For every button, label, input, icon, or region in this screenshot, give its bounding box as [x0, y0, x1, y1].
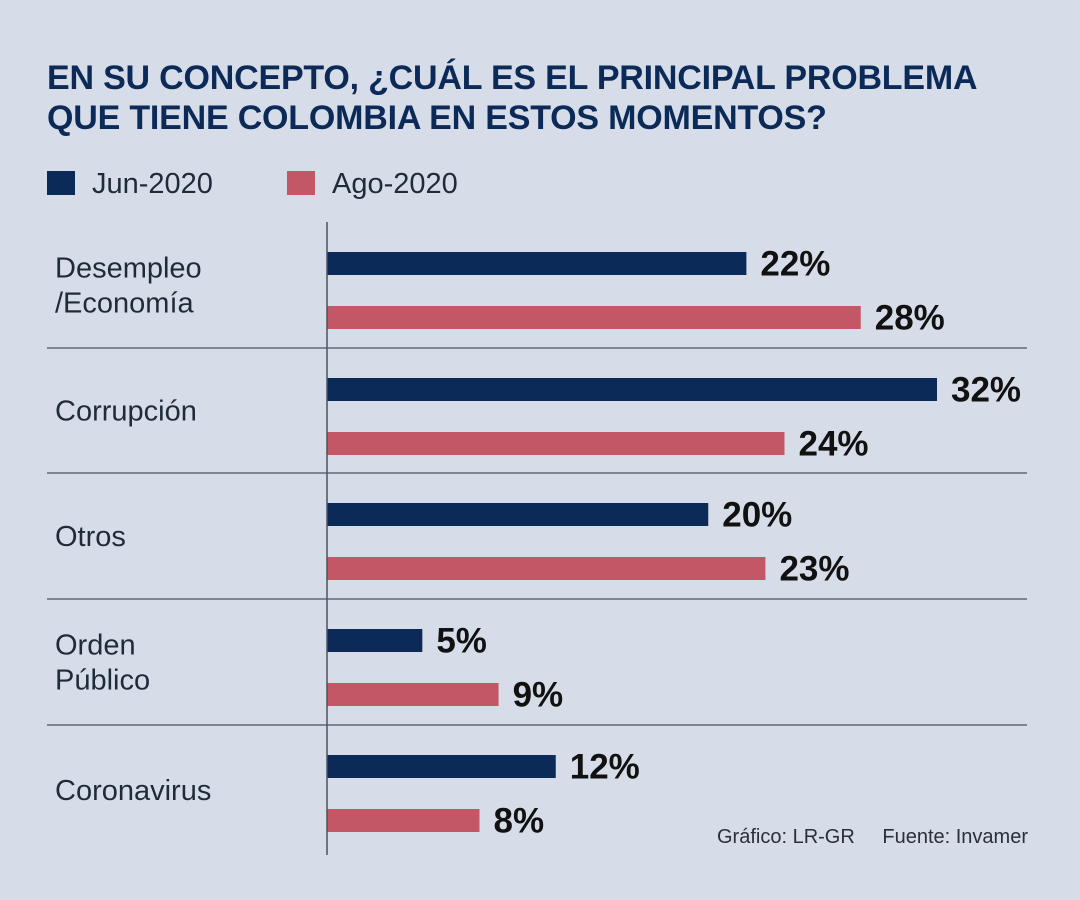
category-label-line: Coronavirus [55, 775, 211, 807]
category-label-line: Otros [55, 521, 126, 553]
bar-ago-2020 [327, 809, 480, 832]
value-label-jun-2020: 5% [436, 622, 487, 661]
value-label-jun-2020: 12% [570, 748, 640, 787]
value-label-ago-2020: 23% [779, 550, 849, 589]
value-label-ago-2020: 9% [513, 676, 564, 715]
credit-grafico: Gráfico: LR-GR [717, 826, 855, 848]
value-label-ago-2020: 8% [494, 802, 545, 841]
category-label-line: /Economía [55, 288, 194, 320]
bar-jun-2020 [327, 503, 709, 526]
value-label-jun-2020: 22% [760, 245, 830, 284]
category-label-line: Público [55, 665, 150, 697]
category-label: Corrupción [55, 396, 197, 428]
bar-ago-2020 [327, 683, 499, 706]
legend-swatch-ago-2020 [287, 171, 315, 195]
legend-swatch-jun-2020 [47, 171, 75, 195]
category-label-line: Orden [55, 630, 136, 662]
title-line-1: EN SU CONCEPTO, ¿CUÁL ES EL PRINCIPAL PR… [47, 59, 978, 97]
bar-jun-2020 [327, 378, 937, 401]
bar-ago-2020 [327, 432, 785, 455]
value-label-jun-2020: 32% [951, 371, 1021, 410]
category-label: Coronavirus [55, 775, 211, 807]
chart-title: EN SU CONCEPTO, ¿CUÁL ES EL PRINCIPAL PR… [47, 58, 1057, 138]
value-label-ago-2020: 24% [799, 425, 869, 464]
value-label-ago-2020: 28% [875, 299, 945, 338]
value-label-jun-2020: 20% [722, 496, 792, 535]
bar-jun-2020 [327, 252, 747, 275]
credits: Gráfico: LR-GR Fuente: Invamer [695, 826, 1028, 849]
title-line-2: QUE TIENE COLOMBIA EN ESTOS MOMENTOS? [47, 99, 827, 137]
category-label-line: Desempleo [55, 253, 202, 285]
category-label: Orden Público [55, 630, 150, 697]
bar-jun-2020 [327, 629, 423, 652]
category-label: Otros [55, 521, 126, 553]
bar-ago-2020 [327, 557, 766, 580]
legend-label-ago-2020: Ago-2020 [332, 168, 458, 200]
bar-jun-2020 [327, 755, 556, 778]
category-label: Desempleo/Economía [55, 253, 202, 320]
credit-fuente: Fuente: Invamer [882, 826, 1028, 848]
bar-ago-2020 [327, 306, 861, 329]
category-label-line: Corrupción [55, 396, 197, 428]
legend-label-jun-2020: Jun-2020 [92, 168, 213, 200]
